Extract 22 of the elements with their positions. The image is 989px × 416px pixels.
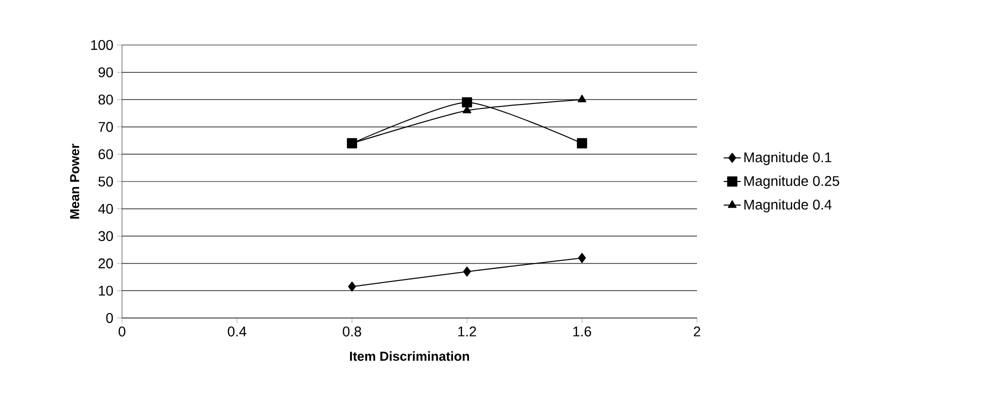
legend-label: Magnitude 0.4 (744, 199, 832, 212)
y-tick-label: 30 (98, 231, 113, 242)
y-tick-label: 50 (98, 176, 113, 186)
x-axis-title: Item Discrimination (350, 351, 469, 361)
y-axis-title: Mean Power (70, 144, 80, 219)
x-tick-label: 1.6 (573, 326, 592, 336)
y-tick-label: 70 (98, 122, 113, 132)
x-tick-label: 0.8 (342, 326, 362, 336)
legend-label: Magnitude 0.1 (744, 152, 832, 166)
legend-label: Magnitude 0.25 (744, 176, 840, 189)
y-tick-label: 90 (98, 67, 113, 78)
x-tick-label: 0.4 (228, 326, 246, 336)
x-tick-label: 1.2 (458, 326, 476, 336)
y-tick-label: 0 (106, 313, 113, 323)
x-tick-label: 2 (694, 326, 700, 336)
y-tick-label: 40 (98, 204, 113, 214)
y-tick-label: 80 (98, 94, 113, 105)
y-tick-label: 20 (98, 258, 113, 268)
y-tick-label: 10 (98, 286, 113, 296)
y-tick-label: 60 (98, 149, 113, 160)
x-tick-label: 0 (118, 326, 126, 336)
y-tick-label: 100 (91, 40, 113, 50)
